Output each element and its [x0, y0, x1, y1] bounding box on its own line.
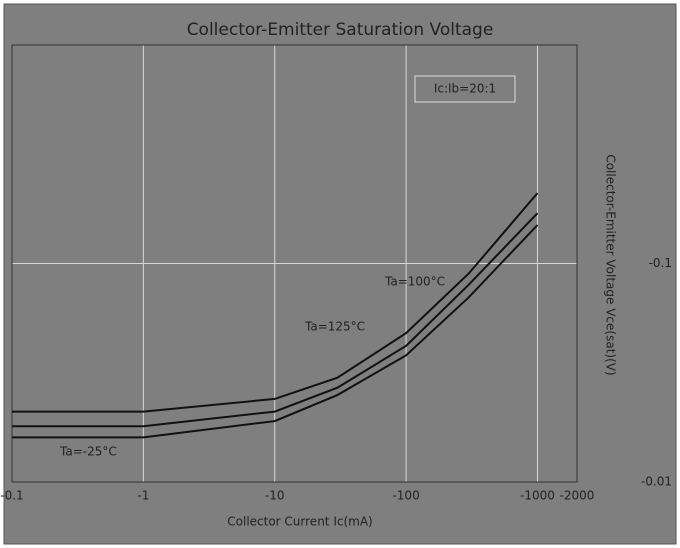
x-axis-label: Collector Current Ic(mA): [227, 515, 372, 529]
series-line: [12, 224, 539, 439]
annotation: Ic:Ib=20:1: [434, 82, 496, 96]
y-axis-label: Collector-Emitter Voltage Vce(sat)(V): [604, 154, 618, 375]
annotation-box: [414, 75, 516, 103]
x-tick-label: -1000: [520, 489, 555, 503]
y-tick-label: -0.1: [649, 256, 672, 270]
x-tick-label: -100: [392, 489, 419, 503]
series-label: Ta=100°C: [384, 275, 445, 289]
series-line: [12, 212, 539, 428]
x-tick-label: -0.1: [0, 489, 23, 503]
series-label: Ta=-25°C: [59, 445, 117, 459]
plot-frame: [11, 44, 578, 483]
series-label: Ta=125°C: [304, 320, 365, 334]
chart-background: [3, 3, 677, 545]
x-tick-label: -1: [137, 489, 149, 503]
chart-title: Collector-Emitter Saturation Voltage: [187, 20, 494, 40]
y-tick-label: -0.01: [641, 475, 672, 489]
x-tick-label: -10: [265, 489, 285, 503]
x-tick-label: -2000: [560, 489, 595, 503]
series-line: [12, 192, 539, 413]
